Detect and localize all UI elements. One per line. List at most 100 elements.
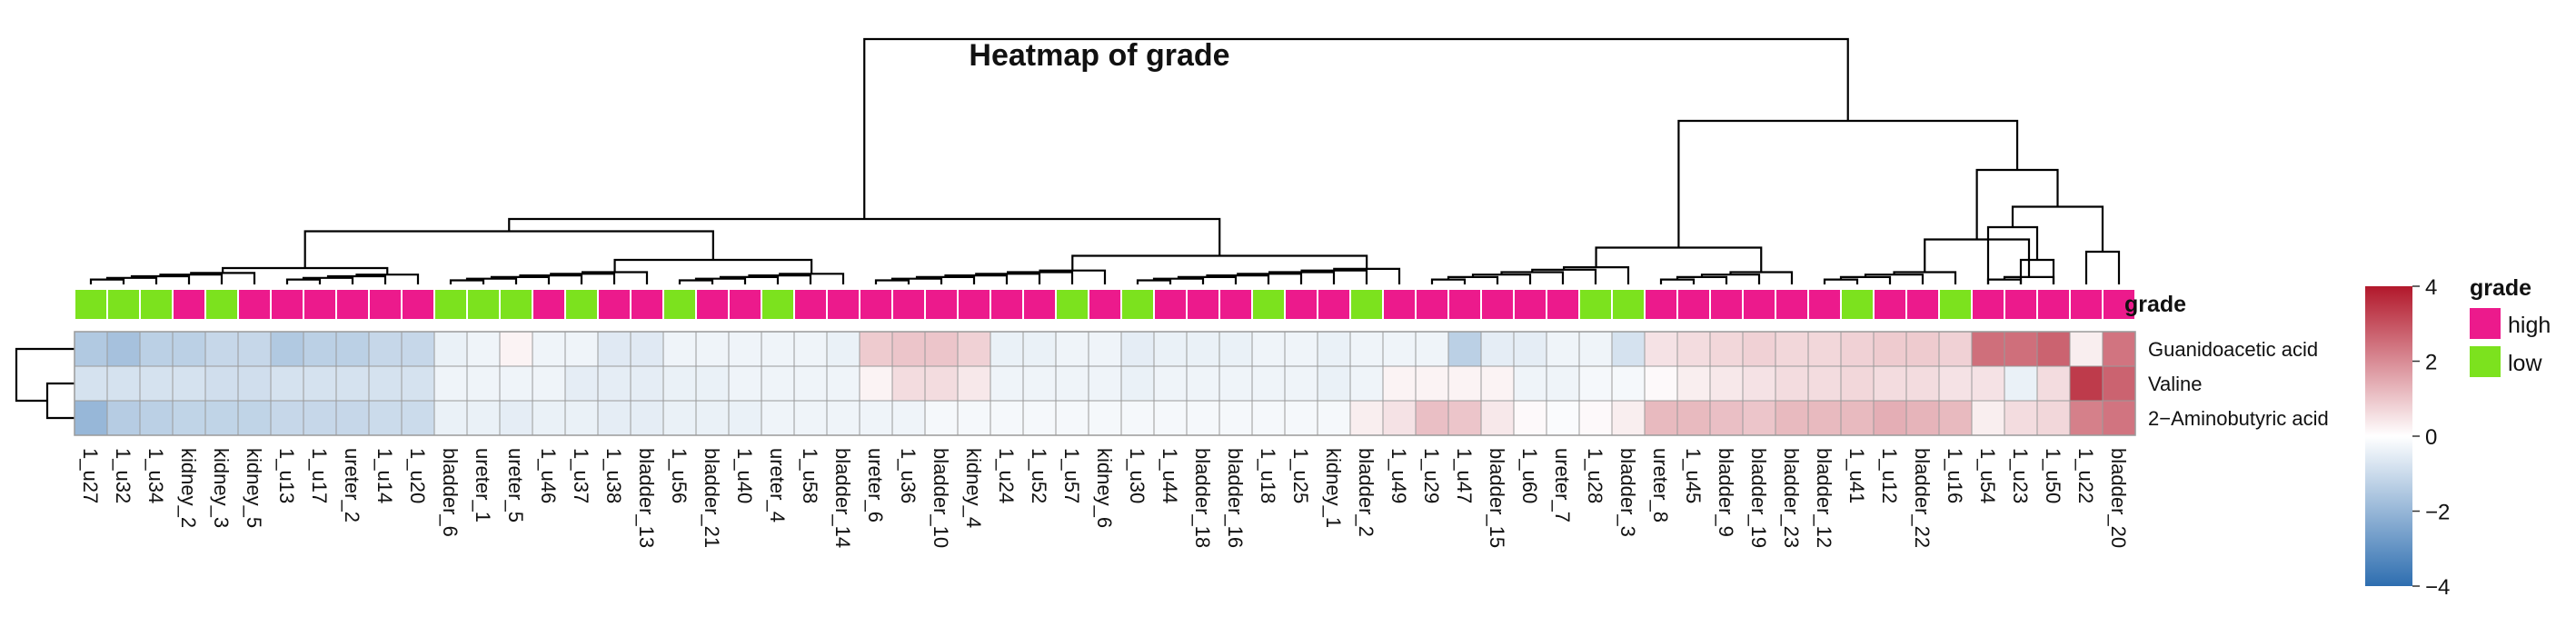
heatmap-cell	[1186, 365, 1220, 402]
heatmap-cell	[695, 400, 730, 436]
heatmap-cell	[1905, 365, 1940, 402]
dendrogram-branch	[1839, 275, 1892, 284]
column-label: 1_u58	[799, 448, 821, 503]
column-label: 1_u22	[2074, 448, 2097, 503]
heatmap-cell	[630, 400, 664, 436]
column-label: bladder_18	[1191, 448, 1214, 548]
heatmap-cell	[466, 365, 501, 402]
heatmap-cell	[1546, 331, 1580, 367]
heatmap-cell	[1709, 400, 1744, 436]
dendrogram-branch	[2084, 250, 2121, 284]
grade-cell	[1055, 288, 1089, 321]
heatmap-cell	[924, 331, 959, 367]
column-label: 1_u34	[144, 448, 167, 503]
heatmap-cell	[106, 400, 141, 436]
heatmap-cell	[728, 400, 762, 436]
column-label: bladder_20	[2107, 448, 2130, 548]
column-label: 1_u20	[406, 448, 429, 503]
heatmap-cell	[532, 400, 566, 436]
column-label: ureter_5	[504, 448, 527, 523]
heatmap-cell	[761, 331, 795, 367]
grade-cell	[1415, 288, 1449, 321]
grade-cell	[2069, 288, 2104, 321]
heatmap-cell	[237, 400, 272, 436]
heatmap-cell	[1120, 331, 1155, 367]
column-label: 1_u44	[1159, 448, 1181, 503]
grade-cell	[1120, 288, 1155, 321]
heatmap-cell	[1938, 331, 1973, 367]
heatmap-cell	[1218, 331, 1253, 367]
color-scale-legend: 4 2 0 −2 −4	[2365, 275, 2450, 600]
heatmap-cell	[2004, 400, 2038, 436]
dendrogram-branch	[1677, 119, 2019, 248]
heatmap-cell	[793, 365, 828, 402]
column-label: 1_u56	[668, 448, 691, 503]
heatmap-cell	[630, 365, 664, 402]
dendrogram-branch	[1676, 275, 1728, 284]
heatmap-cell	[957, 400, 991, 436]
color-scale-bar	[2365, 286, 2412, 586]
grade-cell	[1775, 288, 1809, 321]
heatmap-cell	[1088, 331, 1122, 367]
heatmap-cell	[728, 331, 762, 367]
grade-cell	[826, 288, 860, 321]
heatmap-cell	[1153, 331, 1188, 367]
heatmap-cell	[1807, 331, 1842, 367]
dendrogram-branch	[2003, 275, 2055, 284]
grade-legend-title: grade	[2470, 275, 2531, 301]
heatmap-cell	[204, 331, 239, 367]
heatmap-cell	[761, 365, 795, 402]
heatmap-cell	[139, 400, 174, 436]
grade-cell	[1546, 288, 1580, 321]
heatmap-cell	[303, 331, 337, 367]
dendrogram-branch	[1823, 278, 1859, 284]
grade-cell	[630, 288, 664, 321]
column-label: bladder_13	[635, 448, 658, 548]
grade-cell	[532, 288, 566, 321]
dendrogram-branch	[302, 276, 354, 284]
heatmap-cell	[826, 331, 860, 367]
heatmap-cell	[1513, 331, 1547, 367]
heatmap-cell	[433, 400, 468, 436]
column-labels: 1_u27 1_u32 1_u34 kidney_2 kidney_3 kidney_5 1…	[79, 448, 2130, 548]
heatmap-cell	[74, 365, 108, 402]
dendrogram-branch	[1430, 278, 1467, 284]
heatmap-cell	[564, 365, 599, 402]
heatmap-cell	[335, 365, 370, 402]
column-label: 1_u23	[2009, 448, 2032, 503]
heatmap-cell	[499, 365, 533, 402]
column-label: 1_u46	[537, 448, 560, 503]
heatmap-cell	[204, 365, 239, 402]
column-dendrogram	[89, 37, 2121, 284]
heatmap-cell	[1055, 331, 1089, 367]
grade-cell	[1676, 288, 1711, 321]
grade-cell	[368, 288, 403, 321]
heatmap-cell	[1905, 400, 1940, 436]
column-label: bladder_12	[1813, 448, 1835, 548]
heatmap-cell	[990, 400, 1024, 436]
grade-cell	[1578, 288, 1613, 321]
column-label: kidney_2	[177, 448, 200, 528]
heatmap-cell	[1317, 400, 1351, 436]
heatmap-cell	[1382, 400, 1417, 436]
grade-annotation-bar	[74, 288, 2136, 321]
column-label: 1_u16	[1944, 448, 1966, 503]
heatmap-cell	[826, 365, 860, 402]
heatmap-cell	[1153, 400, 1188, 436]
heatmap-cell	[172, 331, 206, 367]
column-label: ureter_6	[864, 448, 887, 523]
column-label: 1_u52	[1028, 448, 1050, 503]
grade-cell	[924, 288, 959, 321]
heatmap-cell	[1775, 400, 1809, 436]
heatmap-cell	[695, 331, 730, 367]
dendrogram-branch	[1136, 279, 1172, 284]
heatmap-cell	[1578, 331, 1613, 367]
grade-cell	[1251, 288, 1286, 321]
grade-cell	[1447, 288, 1482, 321]
heatmap-cell	[204, 400, 239, 436]
heatmap-cell	[1349, 365, 1384, 402]
column-label: 1_u30	[1126, 448, 1149, 503]
dendrogram-branch	[863, 37, 1849, 219]
grade-cell	[2102, 288, 2136, 321]
grade-cell	[1153, 288, 1188, 321]
